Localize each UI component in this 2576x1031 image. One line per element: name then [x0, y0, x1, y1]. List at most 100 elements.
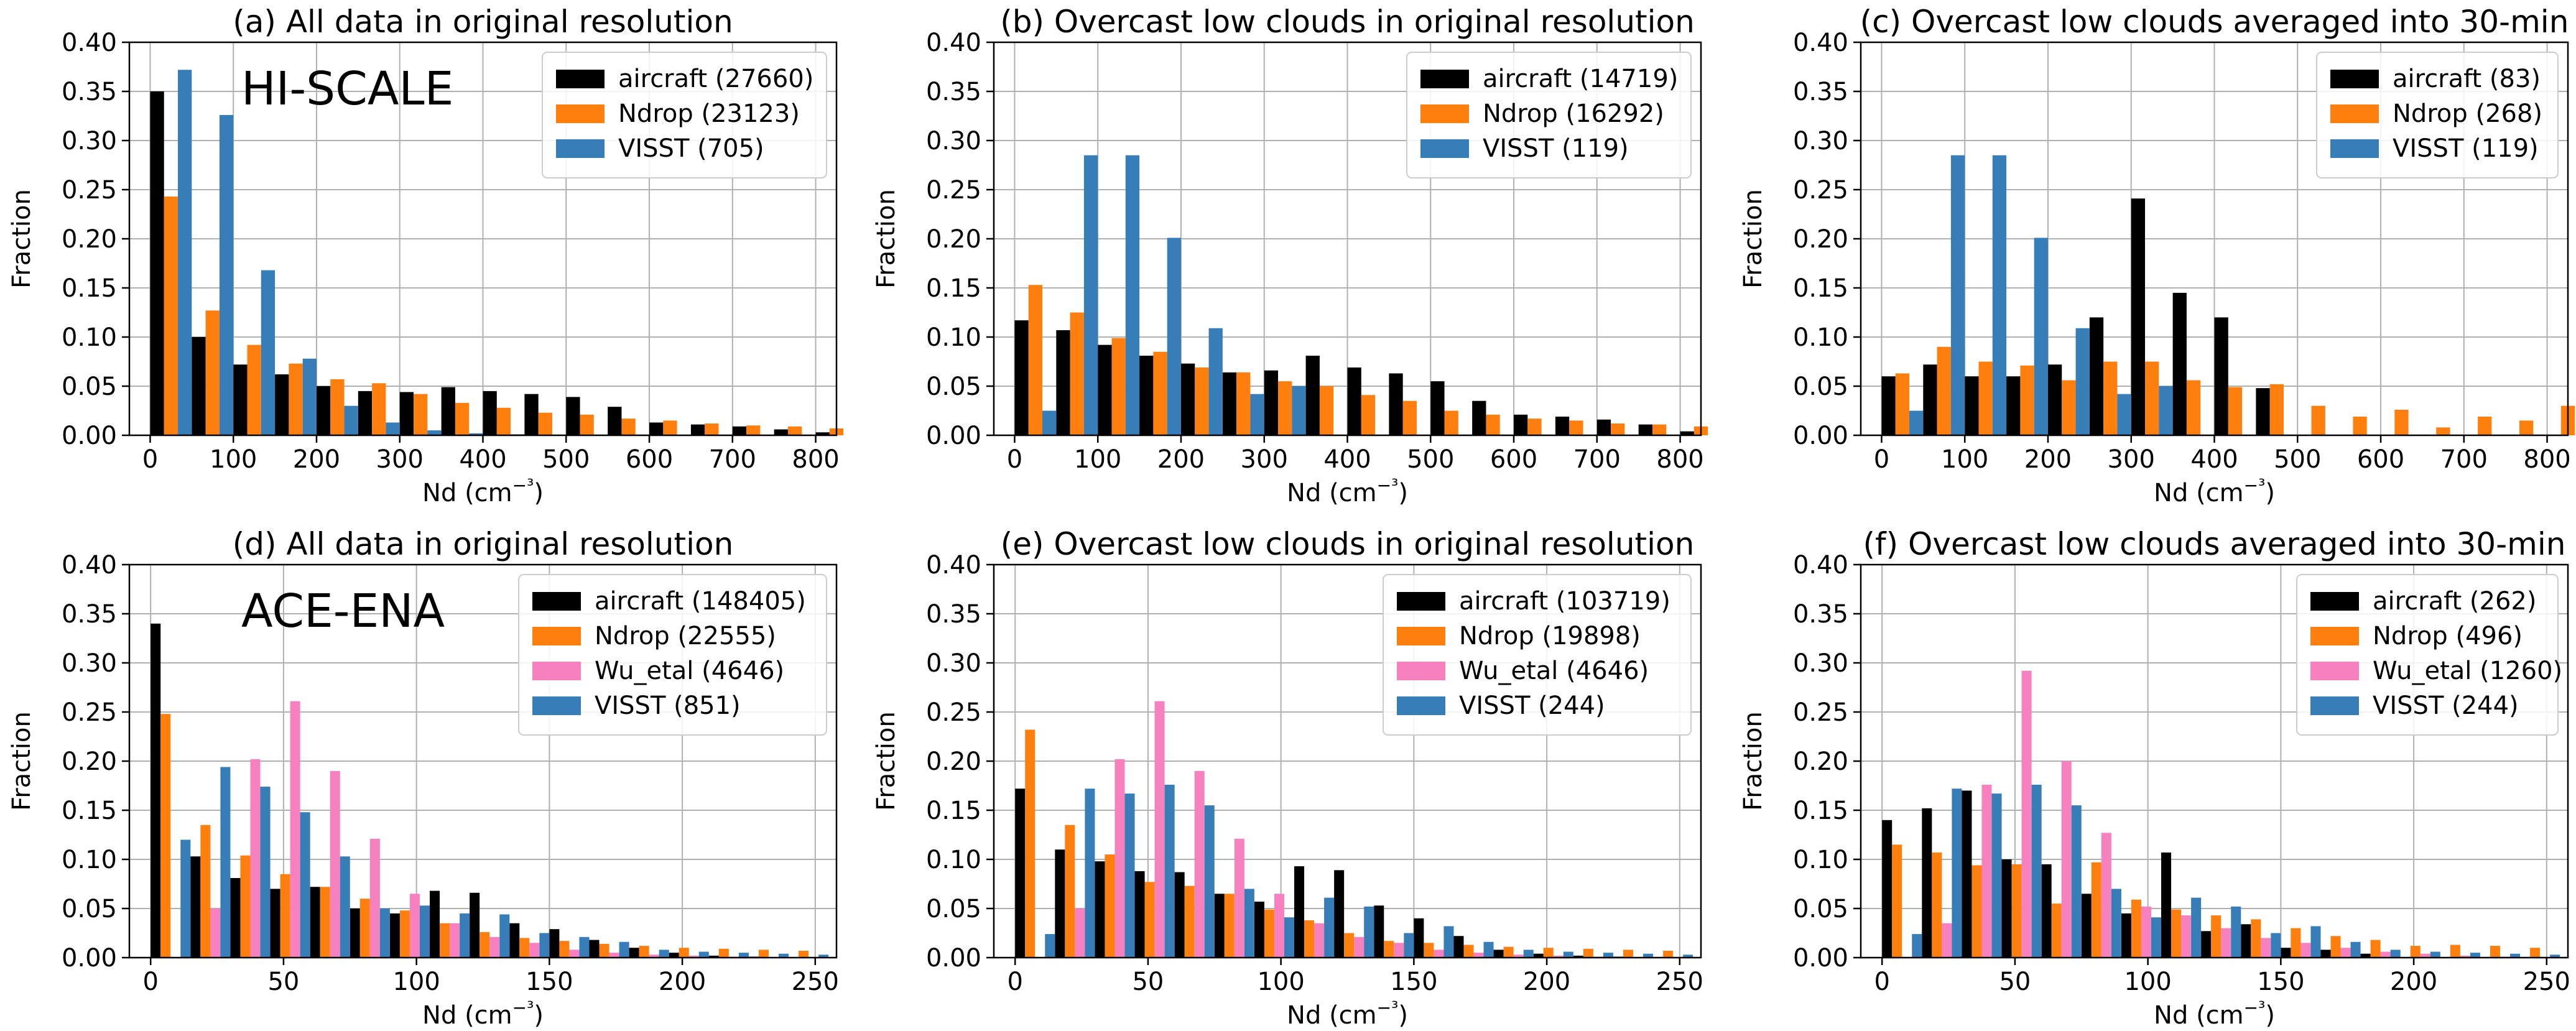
x-tick-label: 250 — [1656, 968, 1703, 996]
bar-VISST — [1284, 917, 1295, 958]
bar-aircraft — [270, 889, 280, 958]
x-tick-label: 400 — [459, 445, 506, 474]
legend: aircraft (262) Ndrop (496) Wu_etal (1260) V… — [2296, 574, 2562, 736]
legend: aircraft (27660) Ndrop (23123) VISST (705) — [542, 52, 827, 178]
bar-aircraft — [1334, 870, 1345, 958]
bar-Wu_etal — [2221, 928, 2231, 958]
legend-swatch-aircraft — [532, 592, 581, 611]
bar-Ndrop — [718, 948, 729, 958]
legend-label-VISST: VISST (244) — [2373, 691, 2519, 720]
bar-Ndrop — [1978, 361, 1993, 435]
y-tick-label: 0.35 — [62, 78, 117, 106]
bar-Ndrop — [2530, 948, 2541, 958]
y-tick-label: 0.00 — [1793, 944, 1848, 973]
bar-Ndrop — [2394, 409, 2409, 435]
bar-Ndrop — [2251, 919, 2261, 958]
bar-Ndrop — [799, 950, 809, 958]
bar-Ndrop — [2436, 427, 2450, 435]
bar-aircraft — [150, 91, 164, 435]
bar-VISST — [2470, 953, 2480, 958]
bar-Wu_etal — [1194, 770, 1205, 958]
x-tick-label: 700 — [709, 445, 756, 474]
bar-Ndrop — [1105, 854, 1115, 958]
y-axis-label: Fraction — [7, 711, 36, 811]
bar-Wu_etal — [1274, 894, 1284, 958]
bar-aircraft — [815, 432, 830, 435]
bar-Ndrop — [2330, 936, 2341, 958]
x-tick-label: 500 — [1407, 445, 1454, 474]
y-tick-label: 0.40 — [62, 551, 117, 580]
x-tick-label: 100 — [2124, 968, 2171, 996]
bar-Ndrop — [1236, 372, 1251, 435]
x-tick-label: 150 — [1390, 968, 1437, 996]
legend-label-VISST: VISST (851) — [595, 691, 741, 720]
bar-VISST — [2075, 328, 2090, 435]
bar-aircraft — [1015, 788, 1026, 958]
bar-aircraft — [192, 337, 206, 435]
bar-aircraft — [310, 887, 320, 958]
y-tick-label: 0.35 — [62, 600, 117, 629]
bar-Wu_etal — [1154, 701, 1165, 958]
bar-Ndrop — [1527, 418, 1542, 435]
bar-Ndrop — [1025, 729, 1035, 958]
bar-aircraft — [1347, 367, 1361, 435]
bar-aircraft — [1095, 861, 1105, 958]
bar-Ndrop — [2011, 864, 2022, 958]
bar-VISST — [1523, 950, 1534, 958]
bar-VISST — [2510, 953, 2521, 958]
bar-VISST — [1603, 953, 1613, 958]
y-tick-label: 0.25 — [1793, 698, 1848, 727]
bar-aircraft — [1222, 372, 1237, 435]
bar-VISST — [2310, 926, 2321, 958]
bar-VISST — [469, 433, 483, 435]
bar-Ndrop — [1971, 865, 1982, 958]
bar-Ndrop — [372, 383, 386, 435]
bar-Ndrop — [1569, 420, 1583, 435]
bar-VISST — [1364, 906, 1374, 958]
bar-VISST — [178, 70, 192, 436]
bar-VISST — [419, 905, 430, 958]
x-tick-label: 500 — [542, 445, 590, 474]
chart-panel-a: 0 100 200 300 400 500 600 700 800 0.00 0.05 0.10 0.1… — [7, 4, 844, 507]
bar-Wu_etal — [290, 701, 300, 958]
bar-VISST — [2191, 897, 2202, 958]
legend-label-Ndrop: Ndrop (19898) — [1459, 622, 1641, 650]
bar-VISST — [1083, 155, 1098, 435]
bar-Wu_etal — [1394, 943, 1404, 958]
bar-Ndrop — [1652, 424, 1667, 435]
y-tick-label: 0.25 — [62, 698, 117, 727]
y-tick-label: 0.40 — [1793, 29, 1848, 57]
bar-aircraft — [2172, 292, 2187, 435]
legend: aircraft (103719) Ndrop (19898) Wu_etal (4… — [1383, 574, 1692, 736]
x-tick-label: 150 — [526, 968, 573, 996]
y-tick-label: 0.15 — [1793, 797, 1848, 825]
bar-Wu_etal — [2261, 938, 2271, 958]
chart-title: (a) All data in original resolution — [233, 4, 733, 40]
x-tick-label: 0 — [1007, 968, 1022, 996]
legend-box — [1406, 52, 1692, 178]
bar-Ndrop — [1184, 885, 1195, 958]
legend-label-VISST: VISST (119) — [1483, 134, 1629, 163]
bar-Wu_etal — [688, 955, 699, 958]
bar-aircraft — [2041, 864, 2052, 958]
y-tick-label: 0.35 — [1793, 78, 1848, 106]
y-tick-label: 0.10 — [62, 323, 117, 352]
y-tick-label: 0.35 — [926, 600, 981, 629]
bar-Wu_etal — [1434, 950, 1444, 958]
y-tick-label: 0.20 — [1793, 747, 1848, 776]
x-tick-label: 800 — [2523, 445, 2570, 474]
bar-aircraft — [774, 429, 788, 435]
bar-VISST — [2159, 386, 2173, 435]
x-tick-label: 250 — [2523, 968, 2570, 996]
bar-VISST — [1167, 238, 1181, 435]
bar-Wu_etal — [250, 759, 261, 958]
x-tick-label: 50 — [1132, 968, 1164, 996]
y-tick-label: 0.35 — [1793, 600, 1848, 629]
legend-swatch-aircraft — [1397, 592, 1445, 611]
bar-VISST — [2071, 805, 2082, 958]
y-tick-label: 0.00 — [926, 944, 981, 973]
bar-aircraft — [2241, 924, 2251, 958]
y-tick-label: 0.20 — [62, 225, 117, 254]
bar-VISST — [260, 787, 271, 958]
